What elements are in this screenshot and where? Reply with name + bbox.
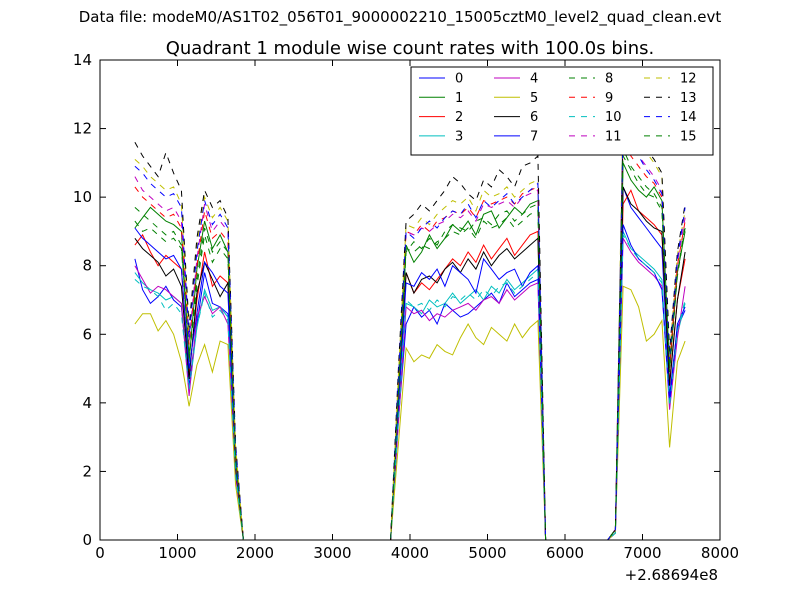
y-tick-label: 14 [73, 51, 92, 69]
chart-title: Quadrant 1 module wise count rates with … [166, 38, 655, 59]
y-tick-label: 2 [82, 462, 92, 480]
legend-label-1: 1 [455, 91, 463, 106]
legend-label-2: 2 [455, 110, 463, 125]
legend-label-11: 11 [605, 129, 622, 144]
legend-label-9: 9 [605, 91, 613, 106]
y-tick-label: 12 [73, 120, 92, 138]
legend-label-10: 10 [605, 110, 622, 125]
axis-ticks: 0 1000 2000 3000 4000 5000 6000 7000 80000246810… [73, 51, 739, 562]
legend-label-6: 6 [530, 110, 538, 125]
series-line-5 [134, 285, 686, 541]
series-line-9 [134, 135, 686, 541]
series-line-7 [134, 224, 686, 541]
x-tick-label: 2000 [236, 544, 274, 562]
y-tick-label: 0 [82, 531, 92, 549]
legend-label-12: 12 [680, 72, 697, 87]
legend-label-4: 4 [530, 72, 538, 87]
series-line-12 [134, 100, 686, 541]
legend-box [410, 66, 714, 156]
y-tick-label: 4 [82, 394, 92, 412]
legend-label-7: 7 [530, 129, 538, 144]
series-line-15 [134, 148, 686, 541]
x-tick-label: 6000 [546, 544, 584, 562]
legend-label-5: 5 [530, 91, 538, 106]
plot-lines [134, 100, 686, 541]
x-tick-label: 5000 [468, 544, 506, 562]
series-line-2 [134, 189, 686, 541]
x-offset-label: +2.68694e8 [625, 566, 718, 584]
legend-label-0: 0 [455, 72, 463, 87]
x-tick-label: 0 [95, 544, 105, 562]
legend-label-13: 13 [680, 91, 697, 106]
y-tick-label: 10 [73, 188, 92, 206]
x-tick-label: 7000 [623, 544, 661, 562]
series-line-13 [134, 117, 686, 541]
y-tick-label: 8 [82, 257, 92, 275]
x-tick-label: 1000 [158, 544, 196, 562]
series-line-8 [134, 154, 686, 541]
x-tick-label: 3000 [313, 544, 351, 562]
y-tick-label: 6 [82, 325, 92, 343]
x-tick-label: 4000 [391, 544, 429, 562]
figure-suptitle: Data file: modeM0/AS1T02_056T01_90000022… [78, 8, 722, 26]
series-line-11 [134, 128, 686, 541]
legend-label-3: 3 [455, 129, 463, 144]
legend-label-15: 15 [680, 129, 697, 144]
legend-label-14: 14 [680, 110, 697, 125]
x-tick-label: 8000 [701, 544, 739, 562]
series-line-14 [134, 124, 686, 541]
series-line-3 [134, 231, 686, 541]
legend-label-8: 8 [605, 72, 613, 87]
